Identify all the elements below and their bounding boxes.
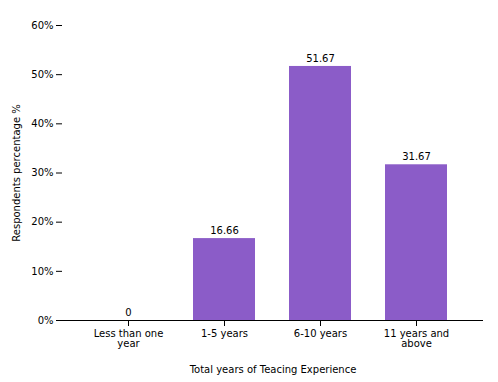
- svg-text:10%: 10%: [31, 266, 53, 277]
- svg-text:Less than oneyear: Less than oneyear: [94, 328, 164, 349]
- svg-text:50%: 50%: [31, 69, 53, 80]
- svg-text:51.67: 51.67: [306, 53, 335, 64]
- svg-text:Total years of Teacing Experie: Total years of Teacing Experience: [189, 364, 357, 375]
- svg-text:0: 0: [125, 307, 131, 318]
- svg-text:1-5 years: 1-5 years: [201, 328, 248, 339]
- svg-text:Respondents percentage %: Respondents percentage %: [11, 104, 22, 241]
- svg-text:31.67: 31.67: [402, 151, 431, 162]
- svg-text:6-10 years: 6-10 years: [294, 328, 347, 339]
- svg-text:40%: 40%: [31, 118, 53, 129]
- svg-text:60%: 60%: [31, 20, 53, 31]
- svg-text:30%: 30%: [31, 167, 53, 178]
- svg-text:0%: 0%: [38, 315, 54, 326]
- svg-text:11 years andabove: 11 years andabove: [384, 328, 449, 349]
- svg-text:16.66: 16.66: [210, 225, 239, 236]
- svg-text:20%: 20%: [31, 216, 53, 227]
